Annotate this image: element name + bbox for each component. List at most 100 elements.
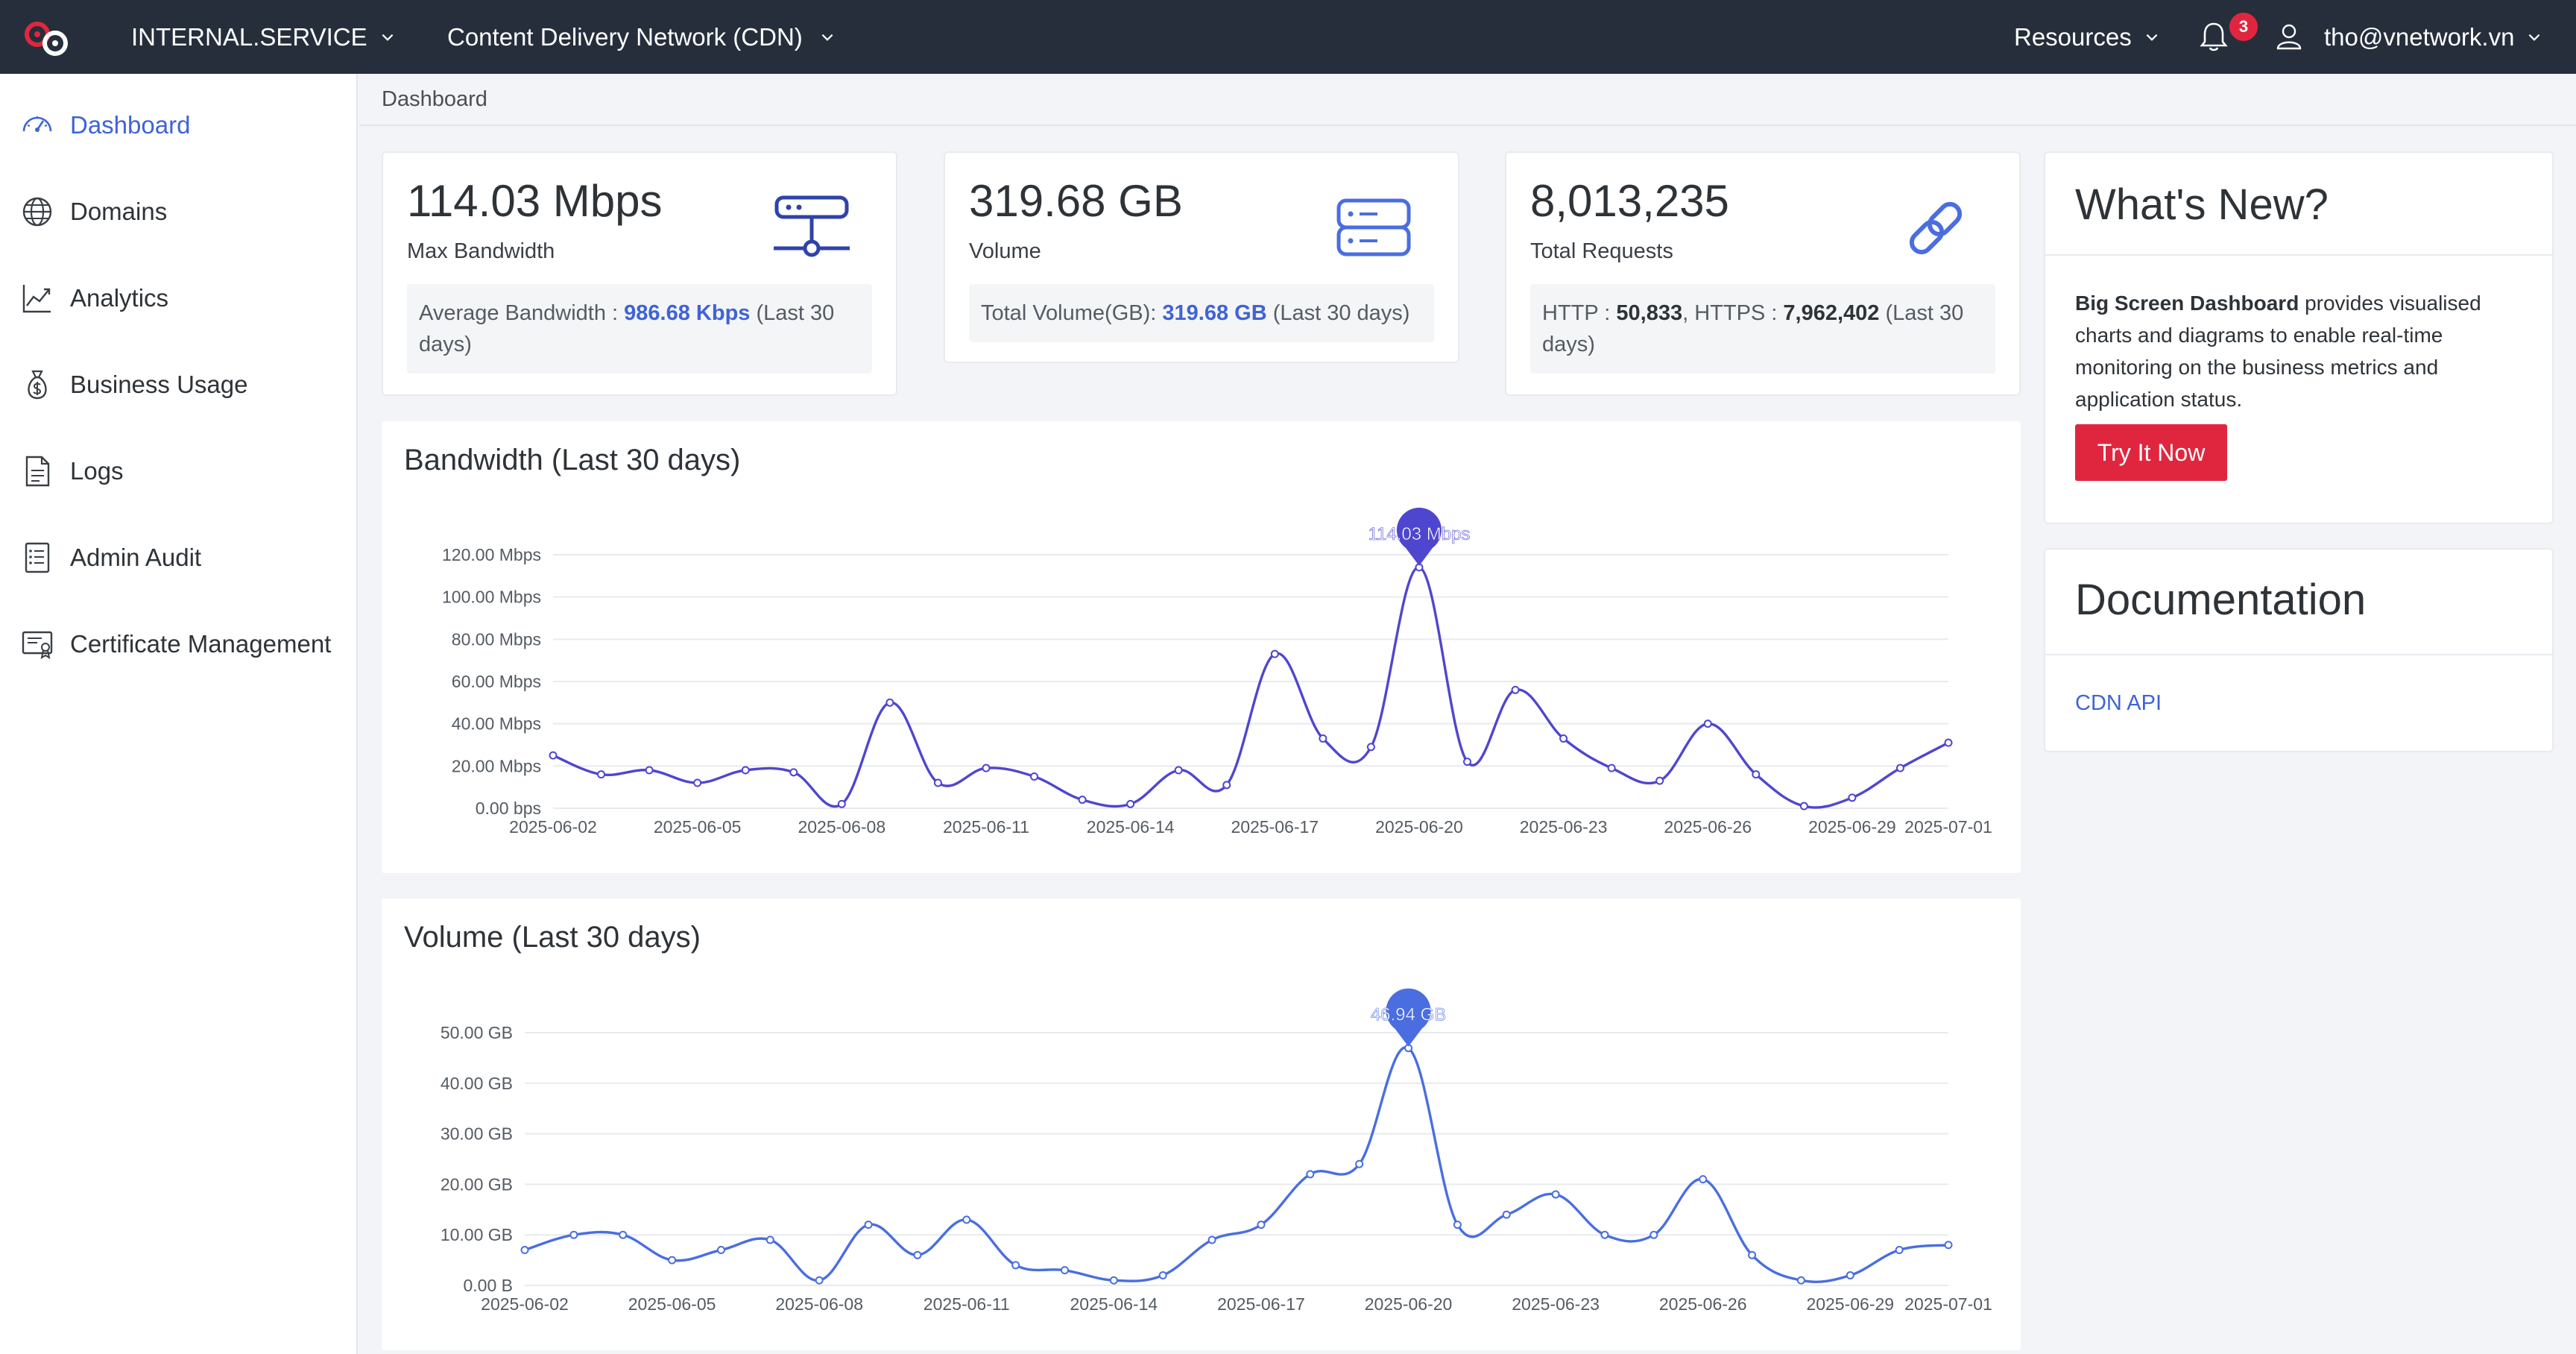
gauge-icon — [22, 116, 52, 132]
data-point — [1462, 758, 1471, 766]
x-tick-label: 2025-06-20 — [1365, 1294, 1453, 1314]
chart-title: Bandwidth (Last 30 days) — [404, 444, 741, 476]
sidebar-item-certificate-management[interactable]: Certificate Management — [0, 614, 356, 674]
resources-label: Resources — [2014, 22, 2132, 51]
chevron-down-icon — [382, 34, 394, 41]
peak-label: 114.03 Mbps — [1368, 524, 1470, 544]
data-point — [597, 770, 606, 779]
x-tick-label: 2025-06-05 — [654, 817, 742, 837]
user-menu[interactable]: tho@vnetwork.vn — [2324, 0, 2542, 74]
globe-icon — [22, 197, 52, 227]
stat-detail-label: Total Volume(GB): — [981, 301, 1163, 325]
sidebar-item-logs[interactable]: Logs — [0, 441, 356, 501]
money-bag-icon — [28, 370, 47, 400]
sidebar-item-admin-audit[interactable]: Admin Audit — [0, 528, 356, 588]
bell-icon[interactable] — [2195, 18, 2232, 55]
try-it-now-button[interactable]: Try It Now — [2075, 424, 2227, 481]
x-tick-label: 2025-06-17 — [1231, 817, 1319, 837]
x-tick-label: 2025-06-23 — [1512, 1294, 1600, 1314]
peak-marker — [1396, 507, 1442, 566]
vnetwork-logo[interactable] — [22, 18, 72, 58]
data-point — [1158, 1270, 1167, 1279]
data-point — [1174, 766, 1183, 775]
link-icon — [1909, 201, 1963, 255]
data-point — [913, 1250, 922, 1259]
cdn-api-link[interactable]: CDN API — [2075, 691, 2162, 715]
bandwidth-chart-panel: Bandwidth (Last 30 days) 0.00 bps 20.00 M… — [382, 421, 2021, 873]
volume-chart-panel: Volume (Last 30 days) 0.00 B 10.00 GB 20.0… — [382, 898, 2021, 1350]
service-selector[interactable]: Content Delivery Network (CDN) — [447, 0, 836, 74]
whats-new-title: What's New? — [2075, 180, 2329, 229]
data-point — [1655, 776, 1664, 785]
x-tick-label: 2025-06-08 — [798, 817, 886, 837]
data-point — [1600, 1230, 1609, 1239]
data-point — [1796, 1276, 1805, 1285]
sidebar-item-label: Analytics — [70, 284, 169, 312]
y-tick-label: 30.00 GB — [441, 1124, 513, 1144]
x-tick-label: 2025-06-26 — [1659, 1294, 1747, 1314]
data-point — [1551, 1190, 1560, 1199]
stat-detail: HTTP : 50,833, HTTPS : 7,962,402 (Last 3… — [1530, 284, 1995, 374]
stat-label: Volume — [969, 239, 1041, 263]
document-icon — [25, 456, 50, 487]
top-navigation-bar: INTERNAL.SERVICE Content Delivery Networ… — [0, 0, 2576, 74]
http-label: HTTP : — [1542, 301, 1617, 325]
whats-new-description: Big Screen Dashboard provides visualised… — [2075, 287, 2522, 415]
data-point — [815, 1276, 824, 1285]
data-point — [1257, 1221, 1266, 1229]
y-tick-label: 40.00 Mbps — [452, 714, 541, 734]
data-point — [886, 698, 894, 707]
y-tick-label: 120.00 Mbps — [442, 545, 541, 564]
database-server-icon — [1336, 198, 1411, 256]
data-point — [741, 766, 750, 775]
sidebar: Dashboard Domains Analytics Business Usa… — [0, 74, 358, 1354]
sidebar-item-label: Business Usage — [70, 371, 248, 398]
stat-label: Max Bandwidth — [407, 239, 555, 263]
stat-detail-suffix: (Last 30 days) — [419, 301, 835, 356]
data-point — [1366, 743, 1375, 752]
y-tick-label: 0.00 bps — [476, 799, 541, 818]
data-point — [789, 768, 798, 777]
series-line — [552, 566, 1949, 809]
x-tick-label: 2025-06-08 — [775, 1294, 863, 1314]
data-point — [1699, 1175, 1708, 1184]
notification-badge[interactable]: 3 — [2227, 10, 2260, 43]
sidebar-item-label: Logs — [70, 457, 124, 485]
y-tick-label: 50.00 GB — [441, 1023, 513, 1042]
trend-chart-icon — [22, 285, 51, 313]
data-point — [1502, 1210, 1511, 1219]
x-tick-label: 2025-06-26 — [1664, 817, 1752, 837]
sidebar-item-business-usage[interactable]: Business Usage — [0, 355, 356, 415]
data-point — [1078, 796, 1087, 804]
x-tick-label: 2025-06-11 — [943, 817, 1029, 837]
stat-detail-label: Average Bandwidth : — [419, 301, 625, 325]
data-point — [549, 751, 558, 760]
y-tick-label: 80.00 Mbps — [452, 629, 541, 649]
sidebar-item-dashboard[interactable]: Dashboard — [0, 95, 356, 155]
total-volume-value: 319.68 GB — [1162, 301, 1267, 325]
divider — [2045, 254, 2552, 256]
y-tick-label: 0.00 B — [464, 1276, 514, 1295]
documentation-title: Documentation — [2075, 576, 2367, 624]
sidebar-item-label: Domains — [70, 198, 168, 225]
data-point — [1126, 799, 1135, 808]
user-icon — [2276, 24, 2302, 50]
feature-description: provides visualised charts and diagrams … — [2075, 292, 2481, 411]
documentation-panel: Documentation CDN API — [2044, 548, 2554, 752]
x-tick-label: 2025-06-23 — [1520, 817, 1608, 837]
chart-title: Volume (Last 30 days) — [404, 921, 701, 954]
org-selector[interactable]: INTERNAL.SERVICE — [131, 0, 396, 74]
chevron-down-icon — [821, 34, 833, 41]
sidebar-item-analytics[interactable]: Analytics — [0, 268, 356, 328]
org-selector-label: INTERNAL.SERVICE — [131, 22, 367, 51]
data-point — [933, 778, 942, 787]
x-tick-label: 2025-06-11 — [924, 1294, 1010, 1314]
data-point — [619, 1230, 628, 1239]
stat-detail: Total Volume(GB): 319.68 GB (Last 30 day… — [969, 284, 1434, 342]
data-point — [1306, 1170, 1315, 1179]
data-point — [520, 1246, 529, 1255]
user-email: tho@vnetwork.vn — [2324, 22, 2515, 51]
stat-label: Total Requests — [1530, 239, 1673, 263]
resources-menu[interactable]: Resources — [2014, 0, 2160, 74]
sidebar-item-domains[interactable]: Domains — [0, 182, 356, 242]
